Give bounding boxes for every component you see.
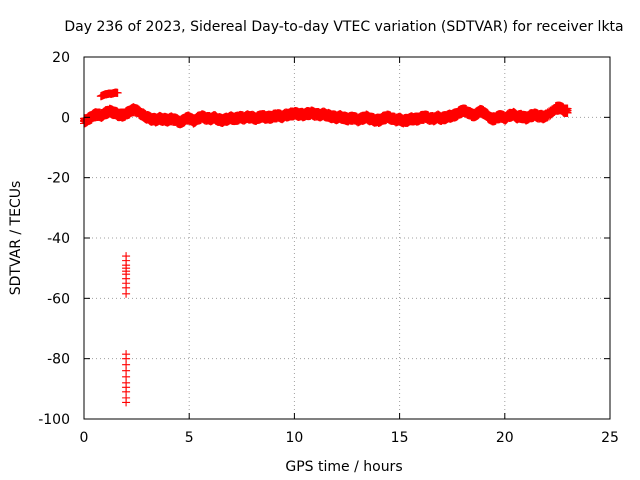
y-tick-label: 20 xyxy=(52,50,70,66)
data-points xyxy=(80,88,572,407)
y-axis-label: SDTVAR / TECUs xyxy=(8,181,24,296)
x-tick-label: 20 xyxy=(496,430,514,446)
x-tick-label: 0 xyxy=(80,430,89,446)
y-tick-label: -80 xyxy=(47,352,70,368)
y-tick-label: -100 xyxy=(38,412,70,428)
y-tick-label: -40 xyxy=(47,231,70,247)
chart-title: Day 236 of 2023, Sidereal Day-to-day VTE… xyxy=(64,19,623,35)
series-main-band xyxy=(80,101,572,129)
y-tick-label: -60 xyxy=(47,291,70,307)
x-axis-label: GPS time / hours xyxy=(285,459,402,475)
x-tick-label: 15 xyxy=(391,430,409,446)
y-tick-label: 0 xyxy=(61,110,70,126)
x-tick-label: 5 xyxy=(185,430,194,446)
x-tick-label: 25 xyxy=(601,430,619,446)
x-tick-label: 10 xyxy=(285,430,303,446)
y-tick-label: -20 xyxy=(47,171,70,187)
